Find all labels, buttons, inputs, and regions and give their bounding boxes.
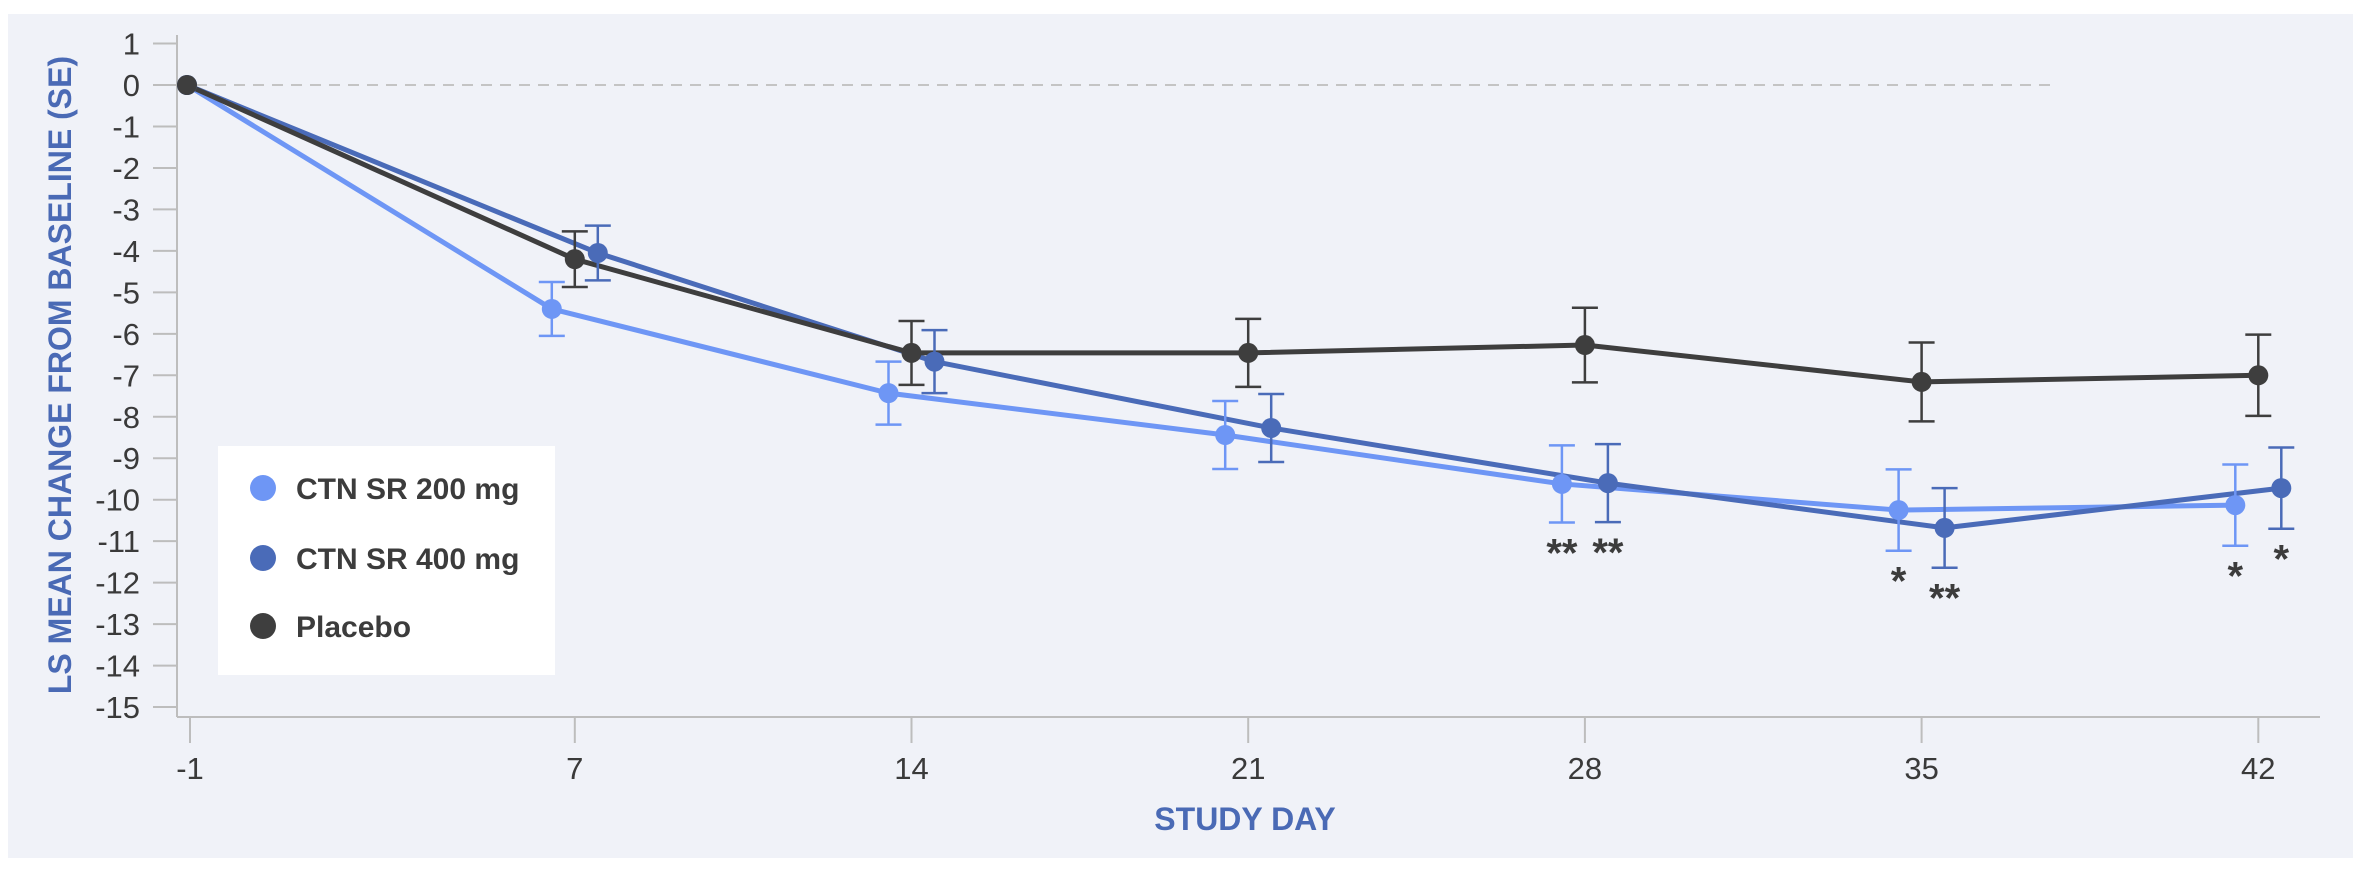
legend-item-400mg: CTN SR 400 mg <box>250 543 519 576</box>
data-point-ctn-sr-200-mg <box>1888 500 1909 521</box>
legend-marker-200mg <box>250 475 276 501</box>
y-tick-label: -14 <box>95 649 140 684</box>
data-point-placebo <box>1911 371 1932 392</box>
x-tick-label: 21 <box>1231 751 1265 786</box>
data-point-ctn-sr-400-mg <box>2271 478 2292 499</box>
x-tick-label: 35 <box>1904 751 1938 786</box>
legend-label-200mg: CTN SR 200 mg <box>296 473 519 506</box>
x-axis-title: STUDY DAY <box>1154 801 1335 837</box>
significance-mark-ctn-sr-400-mg: ** <box>1929 577 1961 621</box>
data-point-placebo <box>2248 365 2269 386</box>
y-tick-label: 0 <box>123 68 140 103</box>
x-tick-label: 28 <box>1568 751 1602 786</box>
data-point-placebo <box>564 249 585 270</box>
x-tick-label: 42 <box>2241 751 2275 786</box>
data-point-ctn-sr-400-mg <box>1934 517 1955 538</box>
y-axis-title: LS MEAN CHANGE FROM BASELINE (SE) <box>42 56 78 694</box>
y-tick-label: -11 <box>97 524 140 559</box>
data-point-placebo <box>1238 342 1259 363</box>
data-point-ctn-sr-200-mg <box>2225 495 2246 516</box>
data-point-ctn-sr-200-mg <box>878 383 899 404</box>
y-tick-label: -15 <box>95 690 140 725</box>
y-tick-label: -2 <box>112 151 140 186</box>
y-tick-label: -7 <box>112 358 140 393</box>
data-point-placebo <box>901 342 922 363</box>
significance-mark-ctn-sr-200-mg: ** <box>1546 532 1578 576</box>
y-tick-label: -12 <box>95 566 140 601</box>
y-tick-label: -13 <box>95 607 140 642</box>
significance-mark-ctn-sr-400-mg: * <box>2274 538 2290 582</box>
legend-label-400mg: CTN SR 400 mg <box>296 543 519 576</box>
legend-item-200mg: CTN SR 200 mg <box>250 473 519 506</box>
y-tick-label: -5 <box>112 275 140 310</box>
y-tick-label: 1 <box>123 27 140 62</box>
y-tick-label: -8 <box>112 400 140 435</box>
data-point-ctn-sr-200-mg <box>1551 473 1572 494</box>
significance-marks: *** ****** <box>1546 531 2289 621</box>
data-point-ctn-sr-200-mg <box>541 298 562 319</box>
series-points <box>177 75 2292 538</box>
x-tick-label: 14 <box>894 751 928 786</box>
data-point-ctn-sr-400-mg <box>1597 473 1618 494</box>
axes: 1 0 -1 -2 -3 -4 -5 -6 -7 -8 -9 -10 -11 -12 -13 -14 -15 -1… <box>95 27 2320 786</box>
data-point-placebo <box>1574 335 1595 356</box>
y-tick-label: -9 <box>112 441 140 476</box>
legend-item-placebo: Placebo <box>250 611 411 644</box>
data-point-ctn-sr-400-mg <box>924 351 945 372</box>
chart-background <box>8 14 2353 858</box>
significance-mark-ctn-sr-400-mg: ** <box>1592 531 1624 575</box>
significance-mark-ctn-sr-200-mg: * <box>1891 560 1907 604</box>
y-tick-label: -1 <box>112 109 140 144</box>
data-point-ctn-sr-400-mg <box>1261 417 1282 438</box>
data-point-ctn-sr-400-mg <box>587 242 608 263</box>
significance-mark-ctn-sr-200-mg: * <box>2228 555 2244 599</box>
y-tick-label: -3 <box>112 192 140 227</box>
x-tick-label: 7 <box>566 751 583 786</box>
legend-marker-placebo <box>250 613 276 639</box>
data-point-placebo <box>177 75 197 95</box>
y-tick-label: -4 <box>112 234 140 269</box>
data-point-ctn-sr-200-mg <box>1215 425 1236 446</box>
x-tick-label: -1 <box>176 751 204 786</box>
y-tick-label: -6 <box>112 317 140 352</box>
legend-marker-400mg <box>250 545 276 571</box>
legend: CTN SR 200 mg CTN SR 400 mg Placebo <box>218 446 555 675</box>
legend-label-placebo: Placebo <box>296 611 411 644</box>
y-tick-label: -10 <box>95 483 140 518</box>
